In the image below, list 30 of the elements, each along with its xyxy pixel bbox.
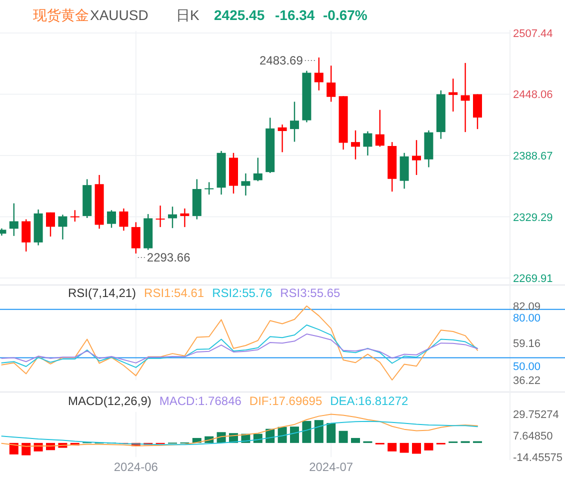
y-tick-label: -14.45575 bbox=[513, 452, 563, 464]
y-tick-label: 7.64850 bbox=[513, 430, 553, 442]
text: -0.67% bbox=[323, 7, 368, 23]
annotation: 2483.69 bbox=[260, 53, 304, 68]
chart-title: 现货黄金 bbox=[33, 7, 89, 23]
ref-line-label: 80.00 bbox=[513, 312, 541, 324]
series-label: DEA:16.81272 bbox=[330, 394, 409, 408]
x-tick-label: 2024-06 bbox=[114, 460, 158, 474]
text: MACD:1.76846 bbox=[159, 394, 242, 408]
chart-subtitle: XAUUSD bbox=[90, 7, 148, 23]
chart-title: RSI(7,14,21) bbox=[68, 286, 136, 300]
text: -16.34 bbox=[275, 7, 315, 23]
y-tick-label: 2448.06 bbox=[513, 89, 553, 102]
y-tick-label: 59.16 bbox=[513, 338, 541, 350]
annotation: 2293.66 bbox=[146, 250, 191, 265]
y-tick-label: 2329.29 bbox=[513, 212, 553, 224]
y-tick-label: 2269.91 bbox=[513, 273, 553, 285]
x-tick-label: 2024-07 bbox=[309, 460, 354, 474]
text: RSI1:54.61 bbox=[144, 286, 204, 300]
text: 2425.45 bbox=[214, 7, 265, 23]
y-tick-label: 36.22 bbox=[513, 375, 541, 387]
y-tick-label: 2507.44 bbox=[513, 28, 553, 40]
ref-line-label: 50.00 bbox=[513, 360, 541, 373]
y-tick-label: 29.75274 bbox=[513, 409, 559, 421]
text: 日K bbox=[176, 7, 200, 23]
text: RSI3:55.65 bbox=[280, 286, 341, 300]
series-label: DIF:17.69695 bbox=[249, 394, 322, 408]
chart-title: MACD(12,26,9) bbox=[68, 394, 152, 408]
text: RSI2:55.76 bbox=[212, 286, 272, 300]
y-tick-label: 2388.67 bbox=[513, 150, 553, 163]
